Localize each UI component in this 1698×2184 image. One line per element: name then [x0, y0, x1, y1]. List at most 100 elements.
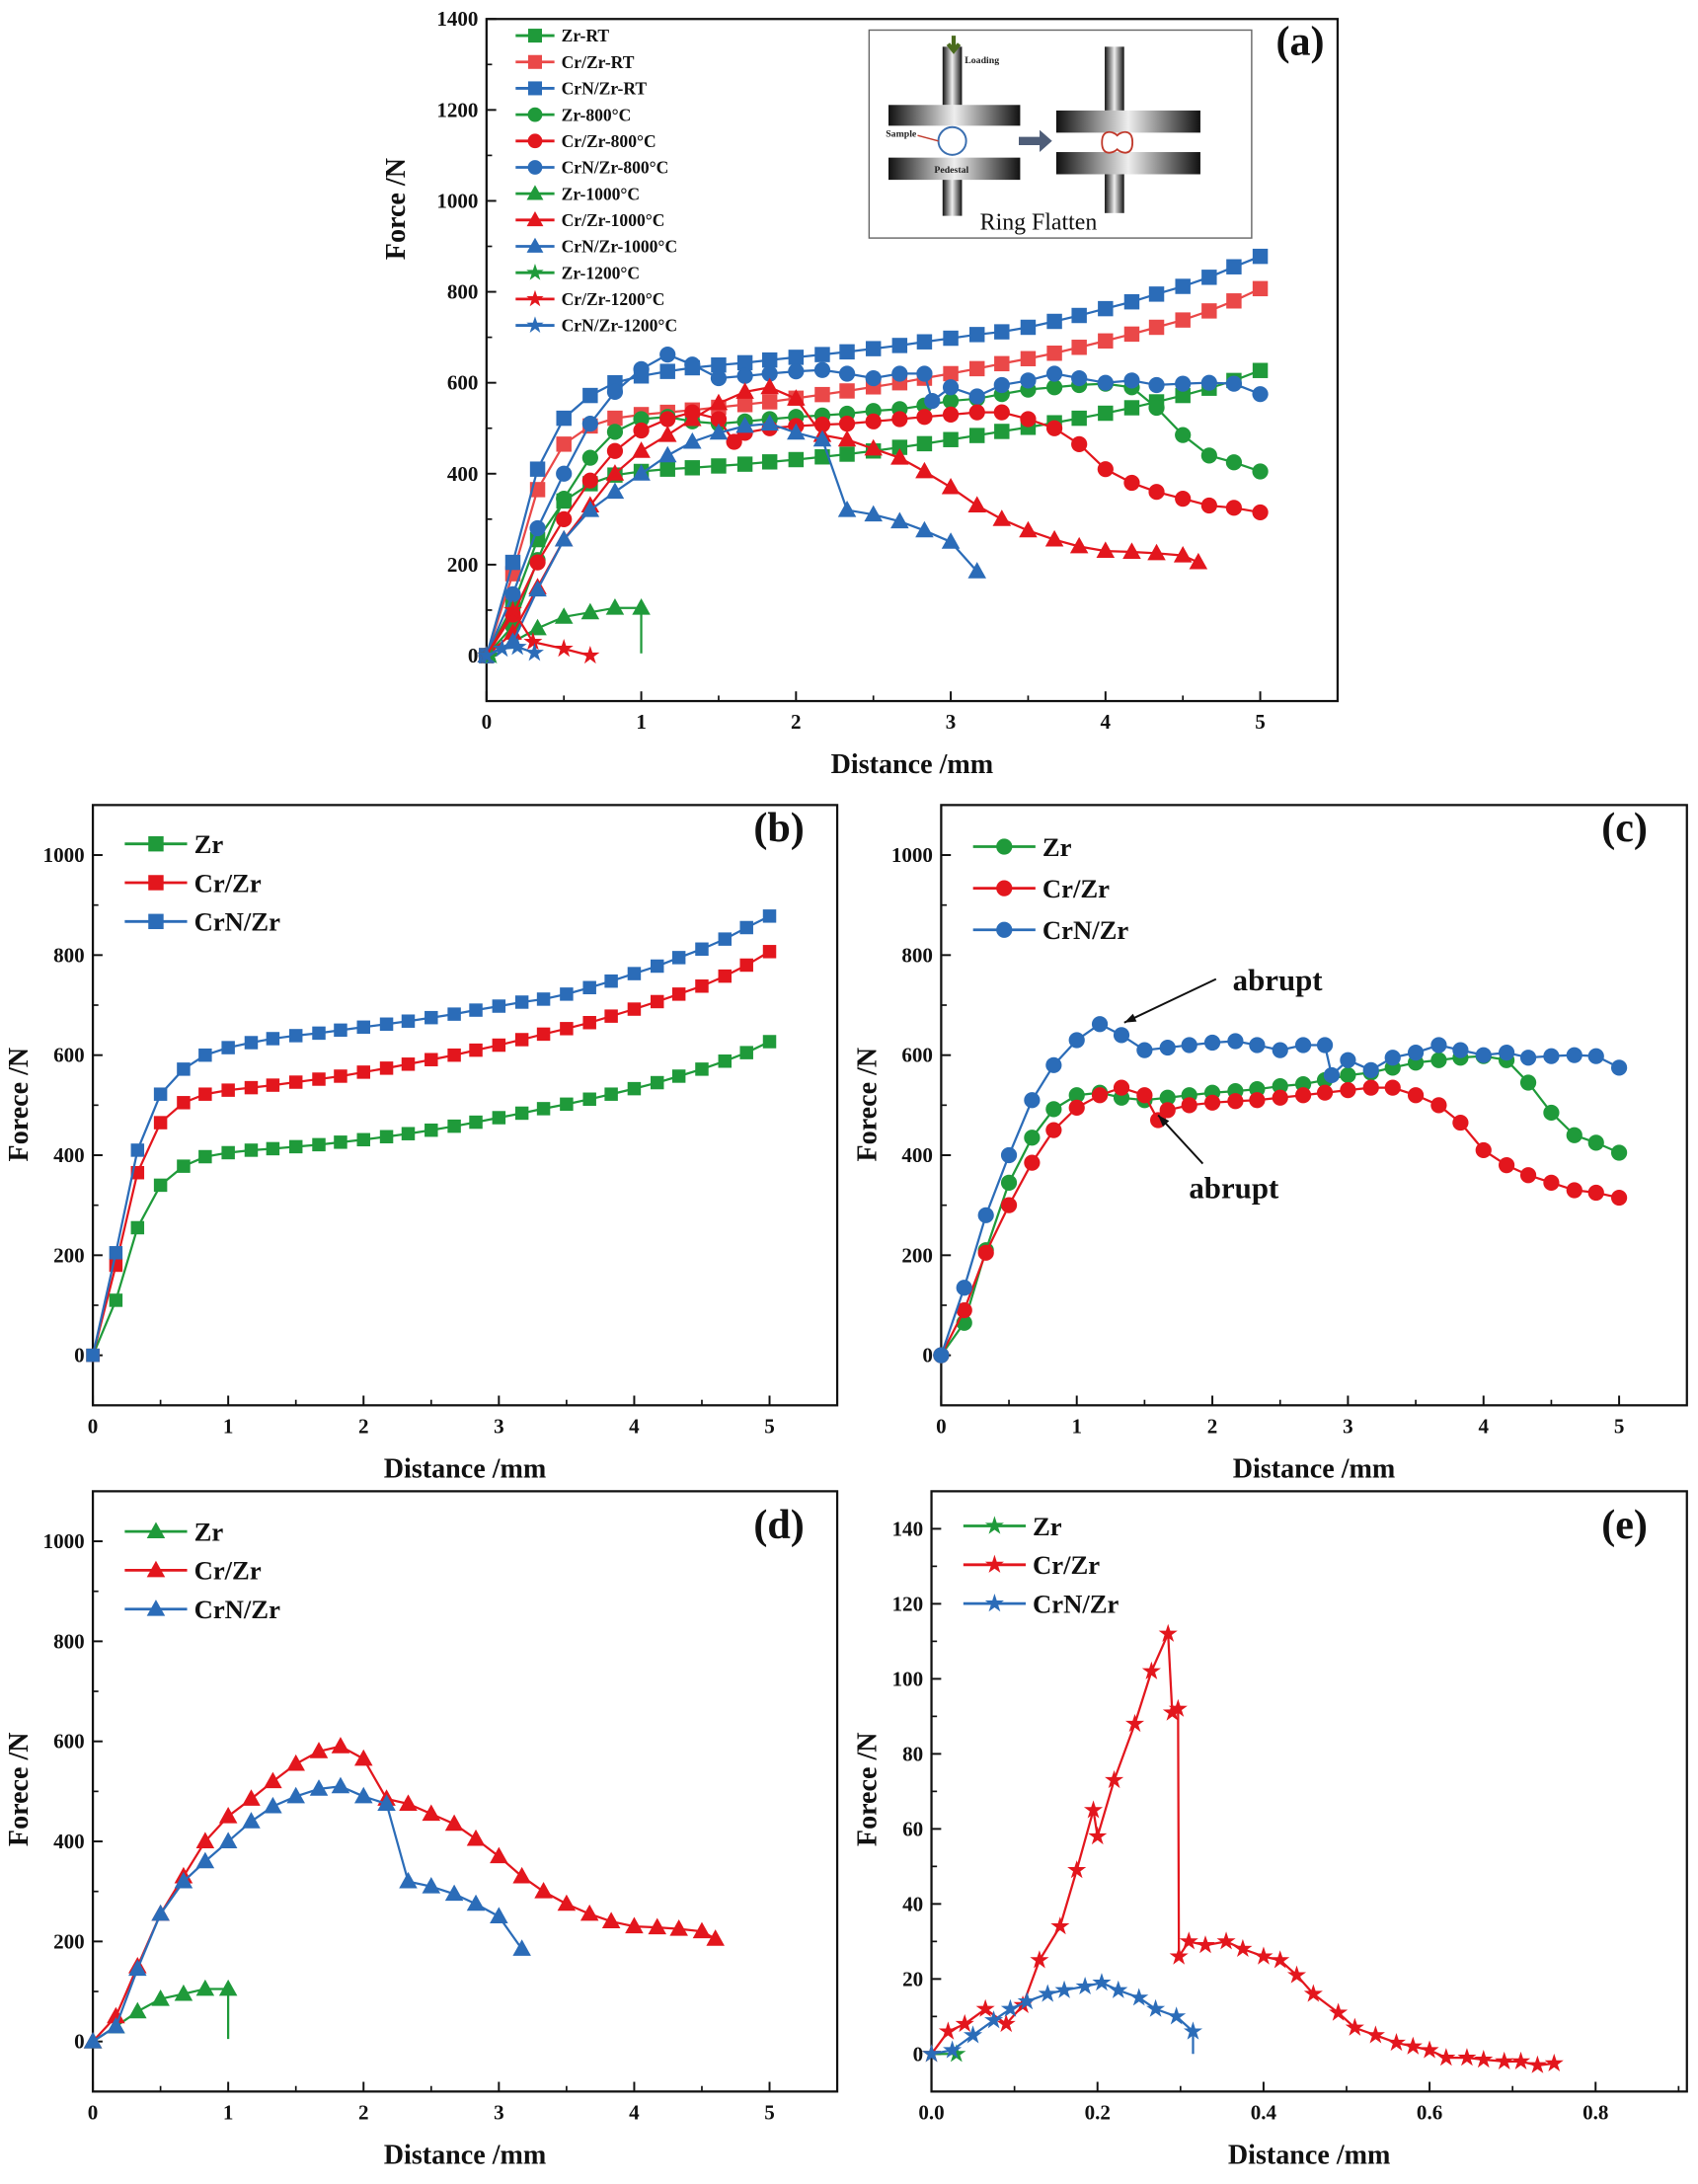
data-point [1146, 1998, 1166, 2017]
data-point [1216, 1931, 1236, 1950]
inset-pedestal-label: Pedestal [934, 165, 968, 176]
data-point [1148, 484, 1165, 501]
upper-plate-flattened [1055, 110, 1200, 133]
series-crn-zr-1000-c [477, 414, 986, 663]
data-point [353, 1786, 373, 1804]
data-point [1175, 387, 1191, 404]
legend-entry: Zr [972, 832, 1072, 862]
data-point [1123, 474, 1140, 492]
data-point [1045, 1056, 1062, 1073]
inset-sample-label: Sample [886, 129, 917, 140]
series-crn-zr-800-c [478, 347, 1269, 664]
series-cr-zr [86, 945, 777, 1363]
data-point [601, 1911, 621, 1929]
data-point [198, 1048, 212, 1062]
data-point [1083, 1800, 1104, 1819]
data-point [1475, 1047, 1492, 1063]
data-point [1158, 1623, 1178, 1642]
data-point [916, 365, 933, 382]
data-point [967, 496, 986, 512]
data-point [1286, 1965, 1307, 1984]
data-point [1098, 300, 1114, 317]
data-point [198, 1087, 212, 1101]
data-point [996, 2013, 1016, 2033]
data-point [1071, 307, 1087, 324]
data-point [490, 1846, 508, 1864]
data-point [604, 1009, 618, 1023]
data-point [512, 1866, 531, 1884]
data-point [839, 344, 855, 360]
x-tick-label: 3 [494, 1414, 504, 1438]
data-point [556, 510, 573, 527]
data-point [1168, 1698, 1188, 1717]
data-point [399, 1871, 418, 1889]
data-point [218, 1979, 238, 1996]
data-point [1420, 2040, 1439, 2059]
data-point [1407, 1045, 1425, 1061]
data-point [890, 511, 909, 529]
x-tick-label: 0.6 [1417, 2100, 1442, 2124]
series-zr [86, 1035, 777, 1363]
legend-marker [148, 913, 164, 930]
data-point [560, 987, 574, 1001]
legend-marker [526, 289, 544, 307]
legend-marker [526, 237, 544, 253]
legend-entry: Cr/Zr [963, 1550, 1100, 1580]
data-point [739, 1046, 753, 1059]
y-tick-label: 0 [74, 1344, 85, 1367]
data-point [941, 477, 961, 495]
data-point [492, 1111, 506, 1125]
legend-marker [526, 264, 544, 280]
data-point [1067, 1860, 1087, 1879]
legend-marker [996, 880, 1013, 897]
data-point [735, 416, 754, 433]
data-point [1452, 1042, 1469, 1058]
data-point [109, 1293, 123, 1307]
data-point [153, 1116, 168, 1130]
data-point [1587, 1184, 1604, 1202]
data-point [379, 1130, 394, 1143]
data-point [151, 1904, 170, 1921]
data-point [1226, 293, 1242, 309]
data-point [266, 1141, 280, 1156]
data-point [490, 1907, 508, 1923]
data-point [760, 377, 779, 395]
data-point [1096, 541, 1116, 559]
series-crn-zr-1200-c [477, 637, 544, 664]
data-point [1123, 372, 1140, 389]
data-point [529, 519, 546, 537]
x-axis-title: Distance /mm [1233, 1453, 1396, 1484]
data-point [736, 354, 753, 371]
data-point [1294, 1087, 1312, 1104]
data-point [1136, 1087, 1153, 1104]
x-tick-label: 5 [764, 1414, 775, 1438]
series-cr-zr [83, 1737, 725, 2049]
data-point [1046, 313, 1062, 330]
data-point [556, 491, 573, 507]
legend-label: CrN/Zr-800°C [562, 158, 669, 178]
data-point [788, 350, 805, 365]
legend-entry: CrN/Zr [124, 1595, 280, 1624]
y-tick-label: 600 [53, 1730, 85, 1754]
data-point [943, 330, 959, 347]
pedestal-rod [942, 180, 963, 216]
data-point [1175, 312, 1191, 328]
y-tick-label: 1000 [891, 843, 933, 867]
data-point [1181, 1097, 1197, 1114]
y-tick-label: 80 [902, 1742, 923, 1765]
legend-entry: Zr [124, 1517, 223, 1546]
data-point [1097, 461, 1114, 478]
data-point [424, 1123, 438, 1137]
data-point [1386, 2032, 1407, 2052]
data-point [1587, 1134, 1604, 1151]
legend-entry: Cr/Zr [972, 874, 1110, 903]
data-point [865, 369, 882, 387]
data-point [286, 1754, 305, 1771]
legend-label: CrN/Zr [194, 1595, 281, 1624]
annotation-arrow [1123, 977, 1217, 1024]
data-point [633, 422, 650, 439]
y-tick-label: 200 [447, 553, 479, 577]
data-point [128, 2001, 147, 2019]
data-point [1088, 1826, 1108, 1845]
data-point [967, 562, 986, 579]
